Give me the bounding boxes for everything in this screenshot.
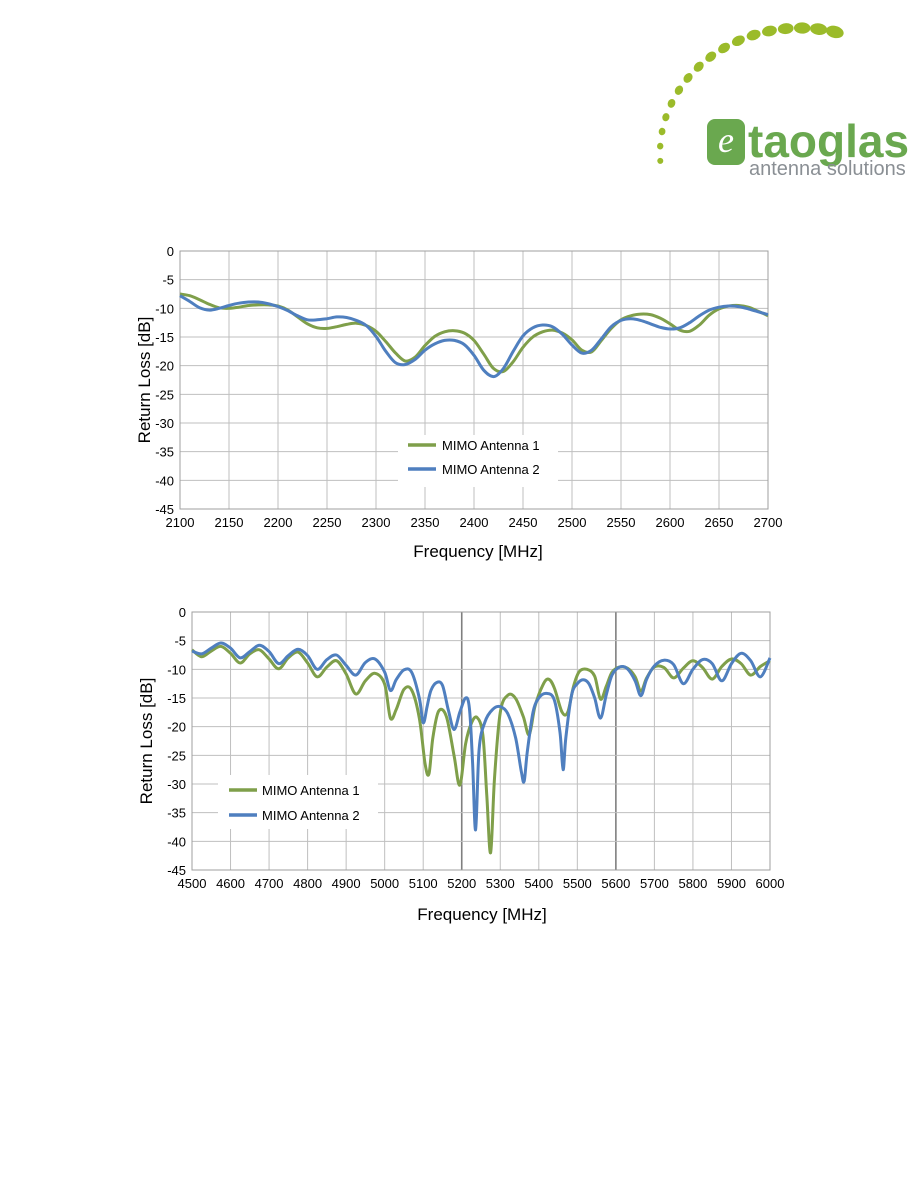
x-tick-label: 5400 [524,876,553,891]
logo-dot [658,127,666,136]
y-tick-label: -10 [155,301,174,316]
logo-dot [683,73,693,83]
logo-dot [762,25,777,37]
legend-label-antenna-2: MIMO Antenna 2 [442,462,540,477]
y-axis-title: Return Loss [dB] [137,678,156,805]
y-tick-label: -30 [155,416,174,431]
x-tick-label: 4600 [216,876,245,891]
series-line-antenna-2 [179,294,769,379]
plot-frame [191,611,771,871]
logo-dot [810,23,828,35]
logo-dot [718,42,730,54]
logo-dot [657,142,664,150]
y-axis-title: Return Loss [dB] [135,317,154,444]
legend-label-antenna-1: MIMO Antenna 1 [262,783,360,798]
logo-dot [693,61,704,72]
x-tick-label: 2350 [411,515,440,530]
y-tick-label: -40 [167,834,186,849]
y-tick-label: 0 [179,605,186,620]
logo-dot [674,85,684,95]
legend: MIMO Antenna 1 MIMO Antenna 2 [218,775,378,829]
y-tick-label: 0 [167,244,174,259]
series-lines [179,292,769,379]
x-tick-label: 2150 [215,515,244,530]
x-tick-label: 2100 [166,515,195,530]
plot-area [191,611,772,871]
x-tick-label: 5000 [370,876,399,891]
y-tick-label: -30 [167,777,186,792]
x-tick-label: 5700 [640,876,669,891]
legend: MIMO Antenna 1 MIMO Antenna 2 [398,435,558,487]
x-tick-labels: 2100 2150 2200 2250 2300 2350 2400 2450 2500 2550… [166,515,783,530]
x-tick-label: 2300 [362,515,391,530]
logo-dots-arc [657,22,844,164]
x-axis-title: Frequency [MHz] [413,542,542,561]
x-tick-label: 2600 [656,515,685,530]
plot-frame [179,250,769,510]
y-tick-label: -25 [155,387,174,402]
x-tick-labels: 4500 4600 4700 4800 4900 5000 5100 5200 5300 5400… [178,876,785,891]
taoglas-logo: e taoglas antenna solutions [657,22,909,180]
legend-label-antenna-1: MIMO Antenna 1 [442,438,540,453]
y-tick-label: -35 [167,806,186,821]
logo-dot [825,25,844,39]
x-tick-label: 4800 [293,876,322,891]
y-tick-label: -15 [155,330,174,345]
x-tick-label: 2250 [313,515,342,530]
chart-2ghz-return-loss: 2100 2150 2200 2250 2300 2350 2400 2450 2500 2550… [135,244,783,561]
y-tick-label: -20 [155,359,174,374]
x-tick-label: 5300 [486,876,515,891]
x-tick-label: 5800 [678,876,707,891]
y-tick-label: -20 [167,720,186,735]
x-tick-label: 2550 [607,515,636,530]
x-tick-label: 6000 [756,876,785,891]
y-tick-label: -5 [162,273,174,288]
y-tick-labels: 0 -5 -10 -15 -20 -25 -30 -35 -40 -45 [167,605,186,878]
series-line-antenna-2 [191,641,772,832]
x-tick-label: 2450 [509,515,538,530]
logo-dot [777,23,794,35]
y-tick-label: -35 [155,445,174,460]
x-tick-label: 2200 [264,515,293,530]
logo-badge-icon: e [707,119,745,165]
x-tick-label: 5100 [409,876,438,891]
logo-dot [731,35,745,47]
y-tick-label: -40 [155,473,174,488]
y-tick-labels: 0 -5 -10 -15 -20 -25 -30 -35 -40 -45 [155,244,174,517]
y-tick-label: -45 [167,863,186,878]
logo-dot [705,51,717,62]
x-tick-label: 5900 [717,876,746,891]
y-tick-label: -15 [167,691,186,706]
svg-text:e: e [718,120,734,160]
logo-dot [793,22,811,34]
y-tick-label: -25 [167,748,186,763]
x-tick-label: 5600 [601,876,630,891]
y-tick-label: -5 [174,634,186,649]
x-tick-label: 4900 [332,876,361,891]
x-tick-label: 2500 [558,515,587,530]
x-tick-label: 2650 [705,515,734,530]
x-tick-label: 2700 [754,515,783,530]
x-tick-label: 5500 [563,876,592,891]
y-tick-label: -10 [167,662,186,677]
logo-dot [667,98,676,108]
logo-dot [657,157,664,164]
series-lines [191,641,772,855]
x-axis-title: Frequency [MHz] [417,905,546,924]
legend-box [218,775,378,829]
legend-label-antenna-2: MIMO Antenna 2 [262,808,360,823]
chart-5ghz-return-loss: 4500 4600 4700 4800 4900 5000 5100 5200 5300 5400… [137,605,785,924]
x-tick-label: 4500 [178,876,207,891]
y-tick-label: -45 [155,502,174,517]
x-tick-label: 4700 [255,876,284,891]
logo-dot [662,113,670,122]
x-tick-label: 2400 [460,515,489,530]
x-tick-label: 5200 [447,876,476,891]
logo-dot [746,29,761,41]
logo-tagline: antenna solutions [749,158,906,180]
logo-wordmark: taoglas [748,115,909,167]
